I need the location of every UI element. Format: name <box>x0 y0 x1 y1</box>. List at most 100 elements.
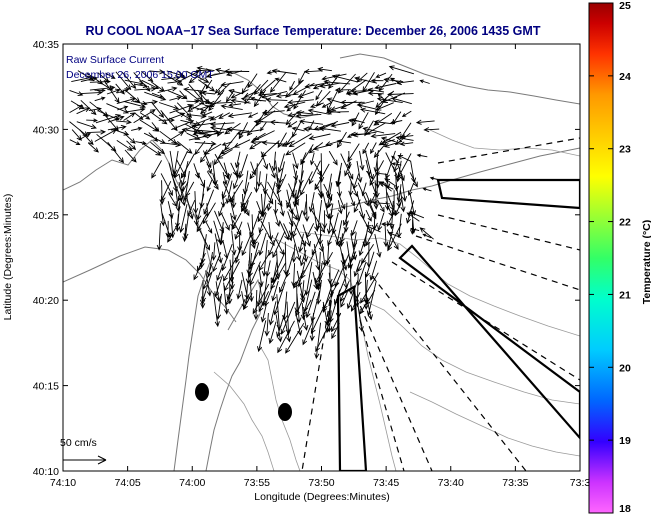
current-vector-arrow <box>288 133 312 148</box>
current-vector-arrow <box>409 219 415 235</box>
current-vector-arrow <box>299 249 307 267</box>
current-vector-arrow <box>287 99 314 105</box>
current-vector-arrow <box>80 90 103 96</box>
current-vector-arrow <box>250 251 259 267</box>
current-vector-arrow <box>268 162 276 179</box>
x-axis-label: Longitude (Degrees:Minutes) <box>254 491 389 503</box>
current-vector-arrow <box>130 126 143 131</box>
current-vector-arrow <box>205 221 213 234</box>
current-vector-arrow <box>266 181 276 212</box>
current-vector-arrow <box>370 78 384 83</box>
current-vector-arrow <box>277 193 285 217</box>
current-vector-arrow <box>358 233 367 257</box>
current-vector-arrow <box>215 293 222 320</box>
current-vector-arrow <box>347 172 358 198</box>
current-vector-arrow <box>260 151 269 170</box>
coastline-long-island <box>339 53 580 105</box>
current-vector-arrow <box>422 187 432 192</box>
current-vector-arrow <box>231 191 237 209</box>
current-vector-arrow <box>225 180 233 205</box>
current-vector-arrow <box>256 171 262 188</box>
current-vector-arrow <box>274 212 281 227</box>
current-vector-arrow <box>80 99 97 116</box>
current-vector-arrow <box>361 182 367 197</box>
current-vector-arrow <box>116 140 133 151</box>
current-vector-arrow <box>205 79 213 90</box>
current-vector-arrow <box>179 90 188 100</box>
current-vector-arrow <box>377 199 385 213</box>
current-vector-arrow <box>142 99 159 105</box>
current-vector-arrow <box>380 139 395 146</box>
current-vector-arrow <box>69 89 84 97</box>
current-vector-arrow <box>352 173 360 190</box>
current-vector-arrow <box>397 154 411 162</box>
current-vector-arrow <box>300 171 313 196</box>
current-vector-arrow <box>250 161 257 176</box>
current-vector-arrow <box>326 310 333 333</box>
current-vector-arrow <box>124 79 145 86</box>
current-vector-arrow <box>373 119 392 125</box>
current-vector-arrow <box>230 89 249 99</box>
current-vector-arrow <box>179 204 188 234</box>
current-vector-arrow <box>395 135 414 141</box>
current-vector-arrow <box>76 107 91 115</box>
current-vector-arrow <box>423 127 440 133</box>
radial-line-7 <box>301 299 331 471</box>
current-vector-arrow <box>325 109 349 115</box>
current-vector-arrow <box>249 141 262 150</box>
current-vector-arrow <box>391 155 400 164</box>
y-tick-label: 40:10 <box>33 466 59 478</box>
current-vector-arrow <box>261 240 268 277</box>
current-vector-arrow <box>253 163 260 194</box>
current-vector-arrow <box>327 232 334 247</box>
current-vector-arrow <box>302 201 308 217</box>
current-vector-arrow <box>107 124 127 131</box>
current-vector-arrow <box>268 321 277 345</box>
current-vector-arrow <box>211 242 217 261</box>
current-vector-arrow <box>389 77 401 85</box>
current-vector-arrow <box>253 232 262 246</box>
current-vector-arrow <box>284 320 292 343</box>
current-vector-arrow <box>264 312 270 337</box>
current-vector-arrow <box>243 200 249 214</box>
current-vector-arrow <box>139 119 159 132</box>
current-vector-arrow <box>236 129 261 136</box>
current-vector-arrow <box>391 162 402 166</box>
current-vector-arrow <box>257 92 277 98</box>
current-vector-arrow <box>95 114 122 124</box>
radar-station-marker-1 <box>195 383 209 401</box>
current-vector-arrow <box>400 134 414 139</box>
current-vector-arrow <box>380 222 394 227</box>
current-vector-arrow <box>303 68 323 75</box>
current-vector-arrow <box>86 129 107 135</box>
current-vector-arrow <box>330 122 350 128</box>
current-vector-arrow <box>310 309 323 335</box>
current-vector-arrow <box>115 71 132 91</box>
current-vector-arrow <box>336 181 343 198</box>
current-vector-arrow <box>278 161 285 185</box>
current-vector-arrow <box>225 289 234 306</box>
current-vector-arrow <box>106 88 121 95</box>
current-vector-arrow <box>216 263 224 282</box>
current-vector-arrow <box>354 76 378 84</box>
current-vector-arrow <box>378 181 394 190</box>
current-vector-arrow <box>273 281 286 316</box>
current-vector-arrow <box>220 212 230 231</box>
current-vector-arrow <box>285 200 298 221</box>
current-vector-arrow <box>292 189 298 208</box>
current-vector-arrow <box>167 131 185 142</box>
current-vector-arrow <box>419 227 434 240</box>
colorbar-tick-label: 18 <box>619 503 631 515</box>
current-vector-arrow <box>309 312 315 342</box>
current-vector-arrow <box>401 110 412 118</box>
current-vector-arrow <box>206 171 219 190</box>
current-vector-arrow <box>359 150 365 171</box>
current-vector-arrow <box>377 93 387 102</box>
coastline-sandy-hook <box>205 278 263 471</box>
y-axis-label: Latitude (Degrees:Minutes) <box>2 194 14 321</box>
current-vector-arrow <box>200 290 206 309</box>
current-vector-arrow <box>106 103 130 114</box>
current-vector-arrow <box>182 223 188 243</box>
current-vector-arrow <box>375 72 387 78</box>
current-vector-arrow <box>183 214 190 240</box>
